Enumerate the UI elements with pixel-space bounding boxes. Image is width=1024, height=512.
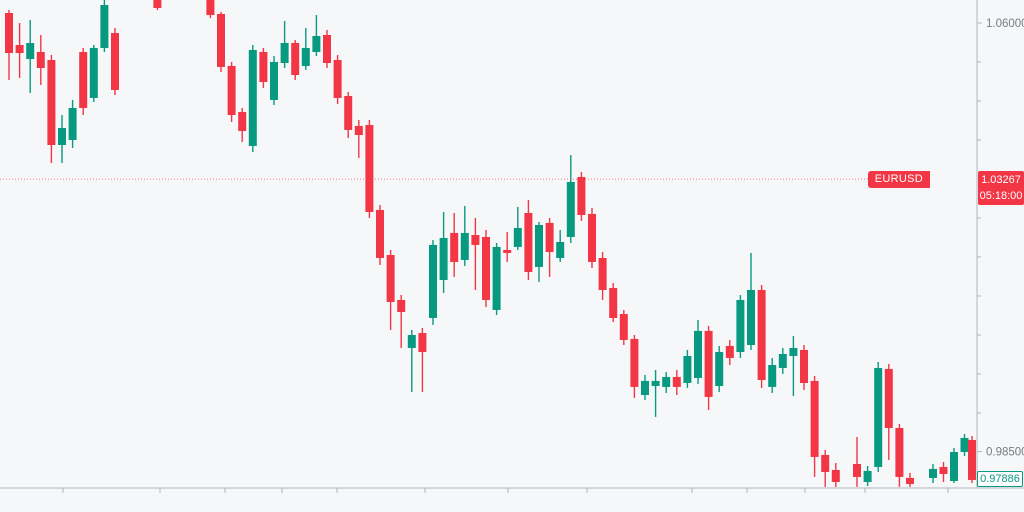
price-axis[interactable]: 1.06000 0.98500 — [976, 0, 1024, 488]
price-line-price: 1.03267 — [981, 173, 1021, 186]
price-axis-label: 1.06000 — [986, 18, 1024, 30]
price-axis-label: 0.98500 — [986, 447, 1024, 459]
last-price-badge: 0.97886 — [977, 471, 1023, 487]
time-axis[interactable] — [0, 487, 1024, 493]
symbol-tag[interactable]: EURUSD — [867, 170, 930, 188]
candles-group — [5, 0, 976, 487]
bar-countdown-timer: 05:18:00 — [979, 189, 1023, 202]
price-line-label-box: 1.03267 05:18:00 — [978, 170, 1024, 205]
